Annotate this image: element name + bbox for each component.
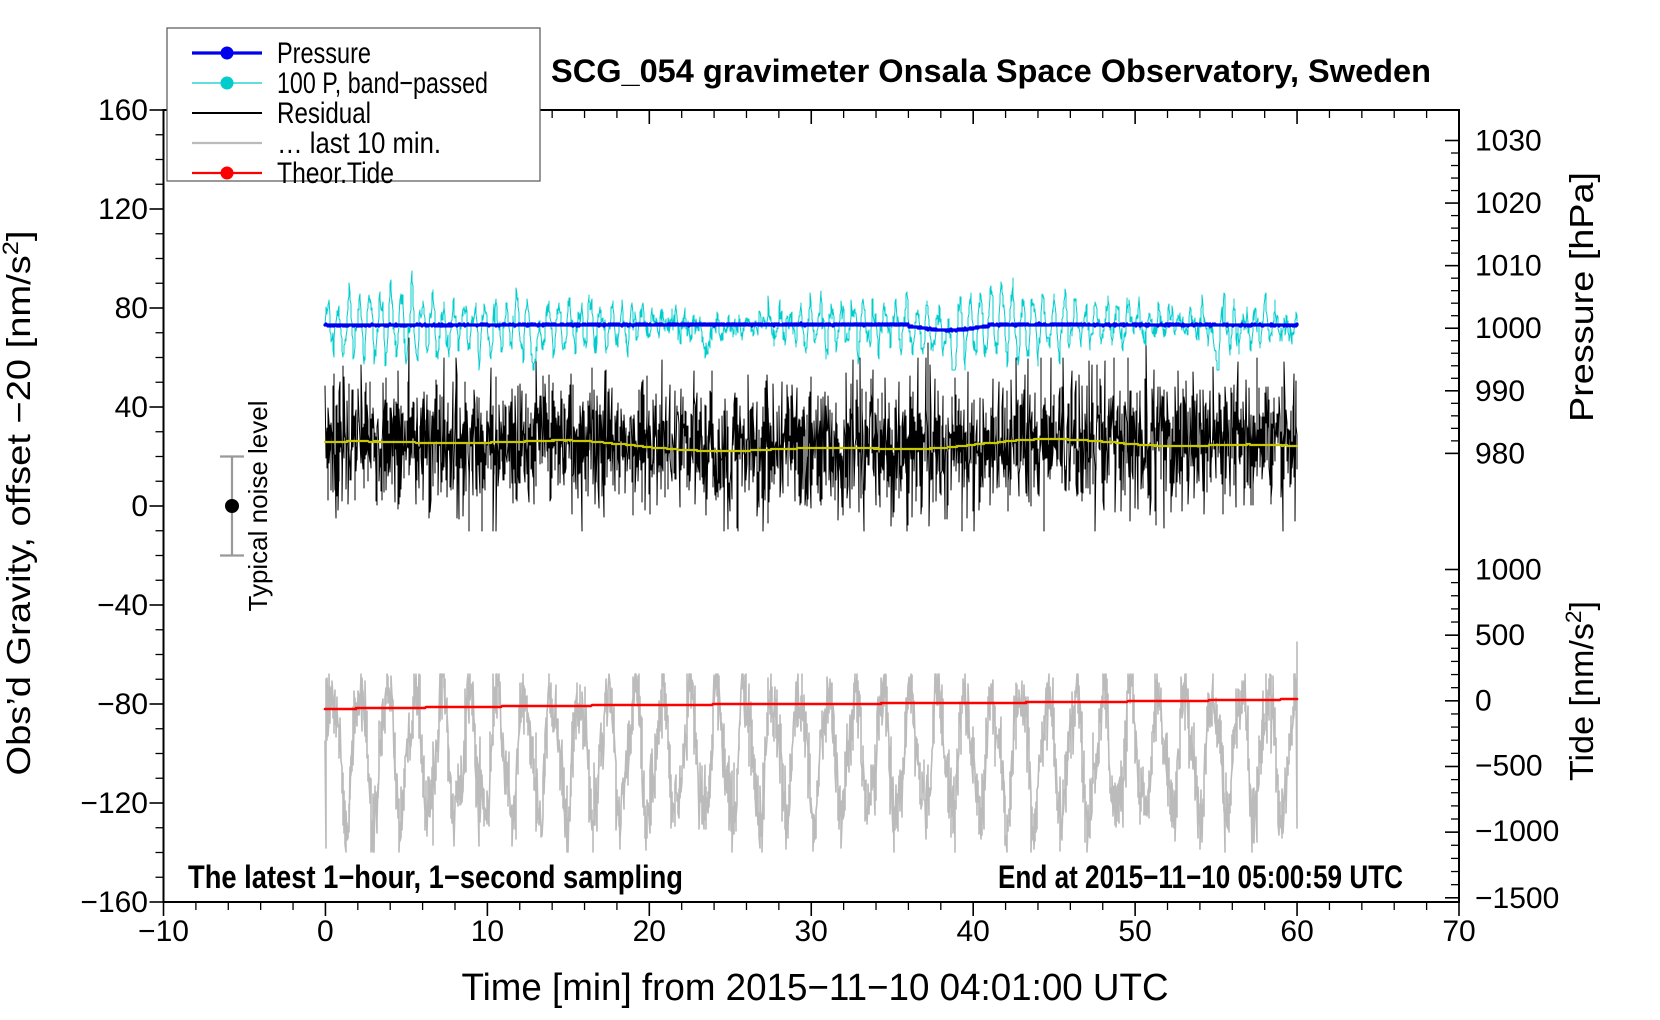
svg-text:1000: 1000	[1475, 554, 1542, 587]
svg-text:… last 10 min.: … last 10 min.	[277, 127, 441, 160]
svg-text:80: 80	[115, 292, 148, 325]
svg-text:0: 0	[131, 490, 148, 523]
svg-text:20: 20	[633, 915, 666, 948]
svg-text:500: 500	[1475, 619, 1525, 652]
svg-text:60: 60	[1280, 915, 1313, 948]
svg-text:120: 120	[98, 193, 148, 226]
svg-text:1030: 1030	[1475, 125, 1542, 158]
svg-text:30: 30	[795, 915, 828, 948]
svg-text:−10: −10	[138, 915, 189, 948]
svg-text:70: 70	[1442, 915, 1475, 948]
svg-text:−120: −120	[80, 787, 148, 820]
svg-text:100 P, band−passed: 100 P, band−passed	[277, 67, 488, 100]
svg-text:−1000: −1000	[1475, 815, 1559, 848]
svg-text:−500: −500	[1475, 750, 1543, 783]
svg-text:Typical noise level: Typical noise level	[243, 401, 273, 612]
svg-text:The latest 1−hour, 1−second sa: The latest 1−hour, 1−second sampling	[188, 859, 683, 895]
svg-text:50: 50	[1118, 915, 1151, 948]
svg-text:Tide [nm/s2]: Tide [nm/s2]	[1561, 601, 1601, 781]
svg-text:160: 160	[98, 94, 148, 127]
svg-text:40: 40	[115, 391, 148, 424]
svg-text:Time [min] from 2015−11−10 04:: Time [min] from 2015−11−10 04:01:00 UTC	[462, 967, 1169, 1009]
svg-text:10: 10	[471, 915, 504, 948]
svg-text:1020: 1020	[1475, 187, 1542, 220]
svg-text:980: 980	[1475, 437, 1525, 470]
svg-text:−1500: −1500	[1475, 882, 1559, 915]
svg-text:End at 2015−11−10 05:00:59 UTC: End at 2015−11−10 05:00:59 UTC	[998, 859, 1403, 895]
svg-text:−80: −80	[97, 688, 148, 721]
svg-text:Obs’d Gravity, offset −20 [nm/: Obs’d Gravity, offset −20 [nm/s2]	[0, 230, 37, 775]
svg-text:−40: −40	[97, 589, 148, 622]
svg-text:Pressure: Pressure	[277, 37, 371, 70]
svg-text:Theor.Tide: Theor.Tide	[277, 157, 394, 190]
svg-text:990: 990	[1475, 375, 1525, 408]
svg-text:Pressure [hPa]: Pressure [hPa]	[1563, 172, 1600, 422]
svg-text:Residual: Residual	[277, 97, 371, 130]
svg-text:1010: 1010	[1475, 250, 1542, 283]
svg-text:1000: 1000	[1475, 312, 1542, 345]
svg-text:0: 0	[317, 915, 334, 948]
svg-text:SCG_054 gravimeter Onsala Spac: SCG_054 gravimeter Onsala Space Observat…	[551, 53, 1431, 89]
svg-text:40: 40	[957, 915, 990, 948]
svg-text:0: 0	[1475, 684, 1492, 717]
